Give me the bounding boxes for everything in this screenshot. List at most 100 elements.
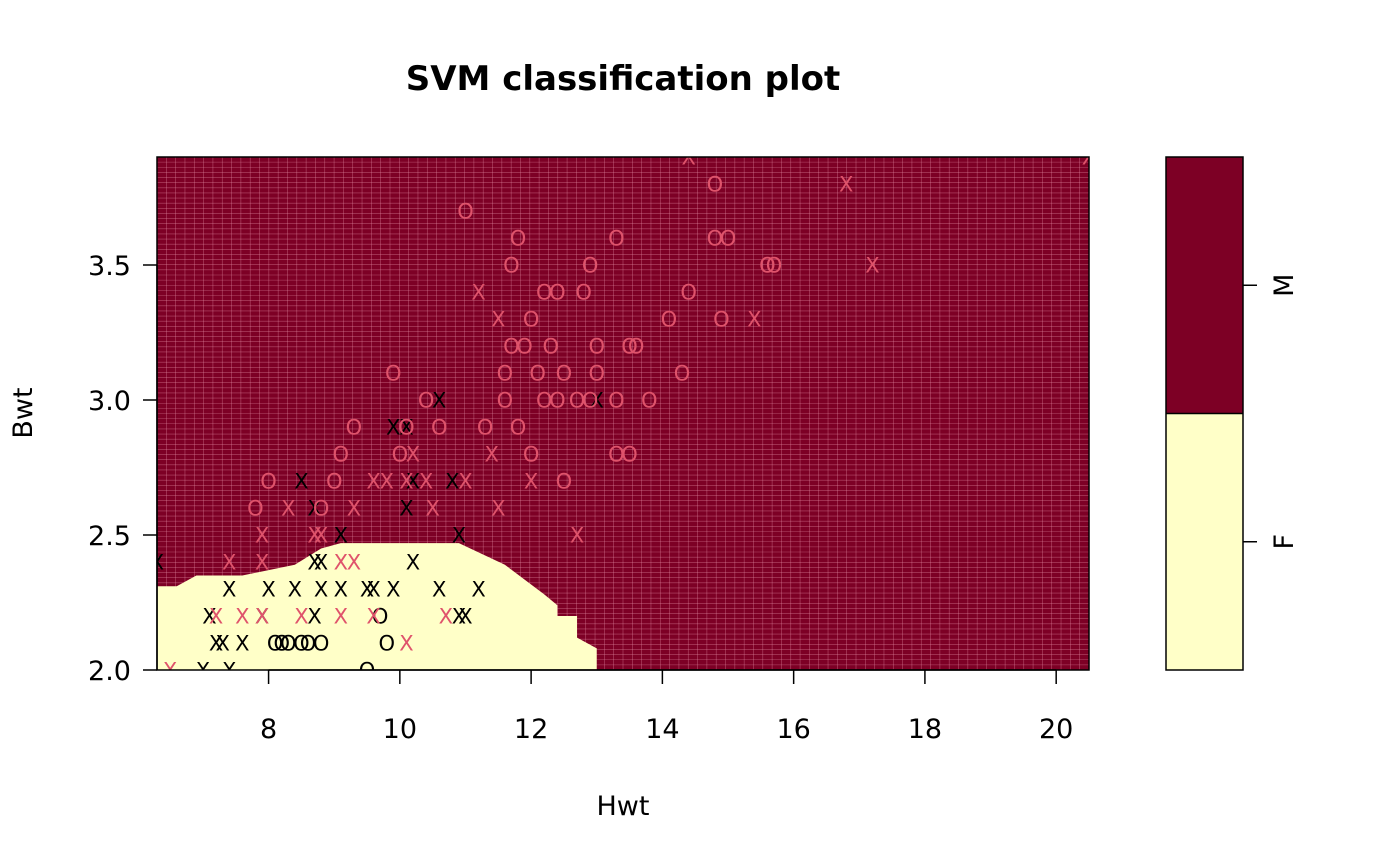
class-m-data-point: O: [556, 362, 573, 386]
x-tick-label: 16: [776, 714, 810, 745]
class-f-support-vector-point: X: [334, 524, 348, 548]
class-m-support-vector-point: X: [458, 470, 472, 494]
class-m-support-vector-point: X: [491, 308, 505, 332]
class-m-support-vector-point: X: [419, 470, 433, 494]
class-f-data-point: O: [273, 632, 290, 656]
class-m-support-vector-point: X: [294, 605, 308, 629]
class-f-support-vector-point: X: [399, 497, 413, 521]
class-m-support-vector-point: X: [235, 605, 249, 629]
class-m-data-point: O: [313, 497, 330, 521]
class-f-support-vector-point: X: [294, 470, 308, 494]
y-axis: 2.0 2.5 3.0 3.5: [88, 251, 158, 687]
class-f-support-vector-point: X: [307, 497, 321, 521]
class-m-support-vector-point: X: [255, 605, 269, 629]
class-f-support-vector-point: X: [334, 578, 348, 602]
y-tick-label: 2.0: [88, 656, 131, 687]
decision-region-f: [157, 543, 597, 670]
class-m-data-point: O: [385, 362, 402, 386]
class-f-support-vector-point: X: [386, 416, 400, 440]
x-axis: 8 10 12 14 16 18 20: [260, 669, 1073, 745]
class-m-support-vector-point: X: [209, 605, 223, 629]
class-f-data-point: O: [359, 659, 376, 683]
class-m-data-point: O: [536, 281, 553, 305]
class-f-support-vector-point: X: [452, 524, 466, 548]
class-m-support-vector-point: X: [307, 524, 321, 548]
class-m-data-point: O: [707, 173, 724, 197]
class-m-support-vector-point: X: [471, 281, 485, 305]
class-m-support-vector-point: X: [380, 470, 394, 494]
class-m-data-point: O: [477, 416, 494, 440]
class-m-data-point: O: [516, 335, 533, 359]
class-m-data-point: O: [510, 416, 527, 440]
class-m-support-vector-point: X: [681, 146, 695, 170]
class-f-support-vector-point: X: [288, 578, 302, 602]
class-m-support-vector-point: X: [491, 497, 505, 521]
class-f-support-vector-point: X: [406, 551, 420, 575]
class-m-data-point: O: [431, 416, 448, 440]
class-m-data-point: O: [661, 308, 678, 332]
class-m-support-vector-point: X: [1082, 146, 1096, 170]
legend-color-key: FM: [1165, 156, 1300, 671]
class-f-support-vector-point: X: [261, 578, 275, 602]
class-f-support-vector-point: X: [432, 578, 446, 602]
class-m-data-point: O: [543, 335, 560, 359]
class-f-support-vector-point: X: [209, 632, 223, 656]
class-m-data-point: O: [418, 389, 435, 413]
class-m-support-vector-point: X: [334, 551, 348, 575]
class-m-support-vector-point: X: [347, 551, 361, 575]
class-f-support-vector-point: X: [202, 605, 216, 629]
class-m-data-point: O: [510, 227, 527, 251]
class-m-support-vector-point: X: [524, 470, 538, 494]
class-m-support-vector-point: X: [865, 254, 879, 278]
class-m-support-vector-point: X: [314, 524, 328, 548]
y-tick-label: 3.0: [88, 386, 131, 417]
class-f-support-vector-point: X: [458, 605, 472, 629]
class-m-data-point: O: [608, 443, 625, 467]
class-m-data-point: O: [457, 200, 474, 224]
class-f-support-vector-point: X: [432, 389, 446, 413]
x-tick-label: 18: [908, 714, 942, 745]
class-f-support-vector-point: X: [314, 551, 328, 575]
class-m-data-point: O: [608, 227, 625, 251]
class-f-support-vector-point: X: [399, 416, 413, 440]
class-m-data-point: O: [582, 389, 599, 413]
class-m-support-vector-point: X: [399, 470, 413, 494]
class-m-support-vector-point: X: [839, 173, 853, 197]
class-f-support-vector-point: X: [590, 389, 604, 413]
class-m-support-vector-point: X: [366, 470, 380, 494]
class-f-support-vector-point: X: [445, 470, 459, 494]
class-f-support-vector-point: X: [386, 578, 400, 602]
class-m-support-vector-point: X: [485, 443, 499, 467]
class-f-support-vector-point: X: [307, 551, 321, 575]
class-f-support-vector-point: X: [215, 632, 229, 656]
class-m-data-point: O: [260, 470, 277, 494]
class-f-data-point: O: [313, 632, 330, 656]
class-f-data-point: O: [293, 632, 310, 656]
class-m-data-point: O: [326, 470, 343, 494]
class-f-support-vector-point: X: [255, 605, 269, 629]
class-m-data-point: O: [392, 443, 409, 467]
class-m-data-point: O: [497, 362, 514, 386]
class-m-data-point: O: [759, 254, 776, 278]
x-tick-label: 8: [260, 714, 277, 745]
class-m-data-point: O: [575, 281, 592, 305]
legend-label-m: M: [1269, 274, 1300, 297]
class-m-data-point: O: [556, 470, 573, 494]
x-axis-label: Hwt: [597, 791, 650, 822]
legend-frame: [1165, 156, 1244, 671]
class-m-data-point: O: [333, 443, 350, 467]
class-m-data-point: O: [247, 497, 264, 521]
x-tick-label: 10: [383, 714, 417, 745]
class-m-data-point: O: [641, 389, 658, 413]
class-m-support-vector-point: X: [255, 524, 269, 548]
class-f-support-vector-point: X: [366, 578, 380, 602]
class-f-data-point: O: [267, 632, 284, 656]
class-f-support-vector-point: X: [196, 659, 210, 683]
x-tick-label: 14: [645, 714, 679, 745]
class-m-data-point: O: [549, 389, 566, 413]
class-m-data-point: O: [569, 389, 586, 413]
class-m-data-point: O: [503, 335, 520, 359]
class-m-data-point: O: [628, 335, 645, 359]
class-m-support-vector-point: X: [570, 524, 584, 548]
